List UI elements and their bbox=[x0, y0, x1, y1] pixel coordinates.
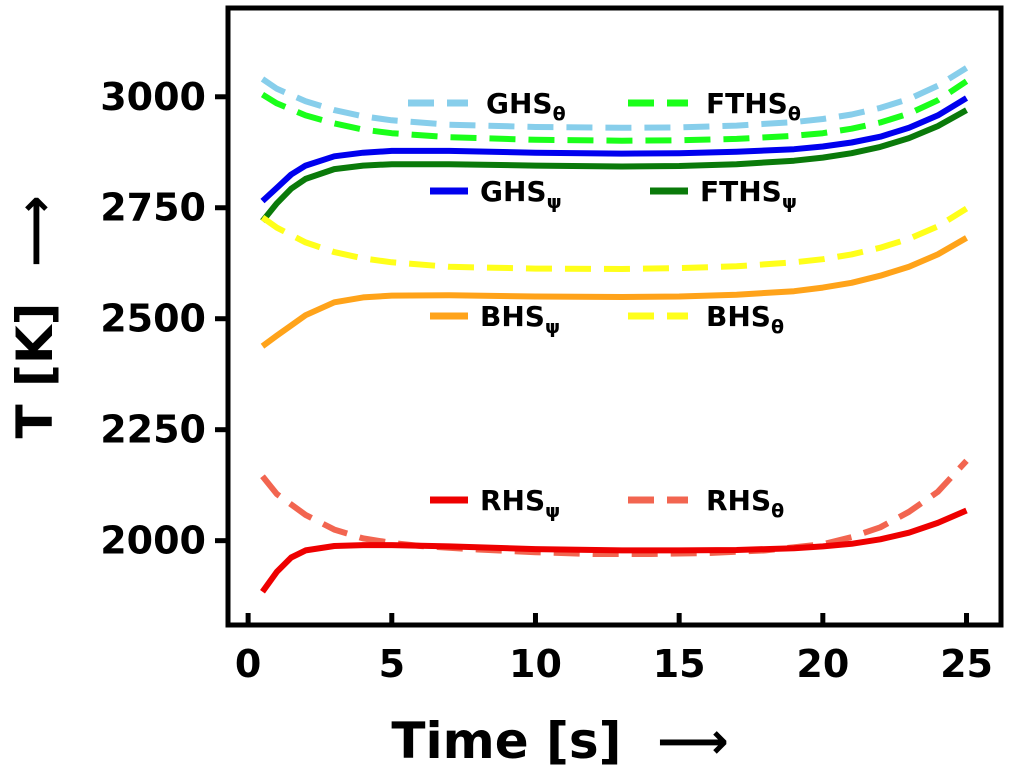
series-line-ghs-psi bbox=[260, 95, 969, 204]
legend-entry: GHSθ bbox=[408, 87, 566, 125]
y-axis-ticks: 2000 2250 2500 2750 3000 bbox=[100, 75, 228, 563]
legend-label-name: BHS bbox=[480, 300, 545, 333]
x-axis-label-text: Time [s] bbox=[391, 712, 621, 770]
y-axis-arrow: ⟶ bbox=[6, 195, 64, 267]
legend-entry: FTHSψ bbox=[650, 175, 797, 213]
x-tick-label: 15 bbox=[653, 642, 706, 686]
legend-label-name: FTHS bbox=[706, 87, 788, 120]
legend-label-subscript: θ bbox=[771, 500, 784, 522]
legend-entry: RHSθ bbox=[628, 484, 784, 522]
legend-entry: GHSψ bbox=[430, 175, 562, 213]
legend-label: FTHSψ bbox=[700, 175, 797, 213]
series-line-bhs-psi bbox=[260, 235, 968, 349]
legend-label-subscript: ψ bbox=[545, 316, 560, 338]
series-layer bbox=[260, 65, 969, 594]
y-tick-label: 3000 bbox=[100, 75, 206, 119]
x-axis-ticks: 0 5 10 15 20 25 bbox=[235, 613, 993, 686]
x-tick-label: 20 bbox=[796, 642, 849, 686]
legend-entry: BHSθ bbox=[628, 300, 784, 338]
x-axis-label: Time [s] ⟶ bbox=[391, 712, 728, 770]
legend-label: GHSψ bbox=[480, 175, 562, 213]
series-line-rhs-theta bbox=[260, 458, 969, 557]
series-line-ghs-theta bbox=[260, 65, 969, 131]
plot-area bbox=[228, 8, 1001, 625]
series-line-fths-psi bbox=[260, 107, 968, 223]
x-tick-label: 5 bbox=[379, 642, 405, 686]
y-tick-label: 2000 bbox=[100, 519, 206, 563]
y-axis-label: T [K] ⟶ bbox=[6, 195, 64, 438]
legend-label: BHSθ bbox=[706, 300, 784, 338]
legend-label-subscript: θ bbox=[788, 103, 801, 125]
x-tick-label: 10 bbox=[509, 642, 562, 686]
legend-label-name: BHS bbox=[706, 300, 771, 333]
legend-label-subscript: θ bbox=[553, 103, 566, 125]
legend-label-subscript: ψ bbox=[545, 500, 560, 522]
legend-label-subscript: θ bbox=[771, 316, 784, 338]
x-axis-arrow: ⟶ bbox=[657, 712, 729, 770]
legend-label: GHSθ bbox=[486, 87, 566, 125]
legend-label-name: GHS bbox=[486, 87, 553, 120]
series-line-bhs-theta bbox=[260, 206, 969, 272]
legend-entry: BHSψ bbox=[430, 300, 560, 338]
series-line-fths-theta bbox=[260, 78, 969, 144]
legend-label: RHSψ bbox=[480, 484, 560, 522]
legend-label-subscript: ψ bbox=[782, 191, 797, 213]
legend-label: RHSθ bbox=[706, 484, 784, 522]
y-tick-label: 2750 bbox=[100, 186, 206, 230]
legend-entry: FTHSθ bbox=[628, 87, 801, 125]
legend-label-subscript: ψ bbox=[547, 191, 562, 213]
series-line-rhs-psi bbox=[260, 507, 968, 594]
x-tick-label: 0 bbox=[235, 642, 261, 686]
legend-label-name: FTHS bbox=[700, 175, 782, 208]
legend-label-name: RHS bbox=[480, 484, 545, 517]
y-tick-label: 2250 bbox=[100, 408, 206, 452]
legend-label: BHSψ bbox=[480, 300, 560, 338]
legend-label-name: GHS bbox=[480, 175, 547, 208]
x-tick-label: 25 bbox=[940, 642, 993, 686]
legend-label-name: RHS bbox=[706, 484, 771, 517]
y-axis-label-text: T [K] bbox=[6, 303, 64, 439]
legend-label: FTHSθ bbox=[706, 87, 801, 125]
legend-entry: RHSψ bbox=[430, 484, 560, 522]
y-tick-label: 2500 bbox=[100, 297, 206, 341]
